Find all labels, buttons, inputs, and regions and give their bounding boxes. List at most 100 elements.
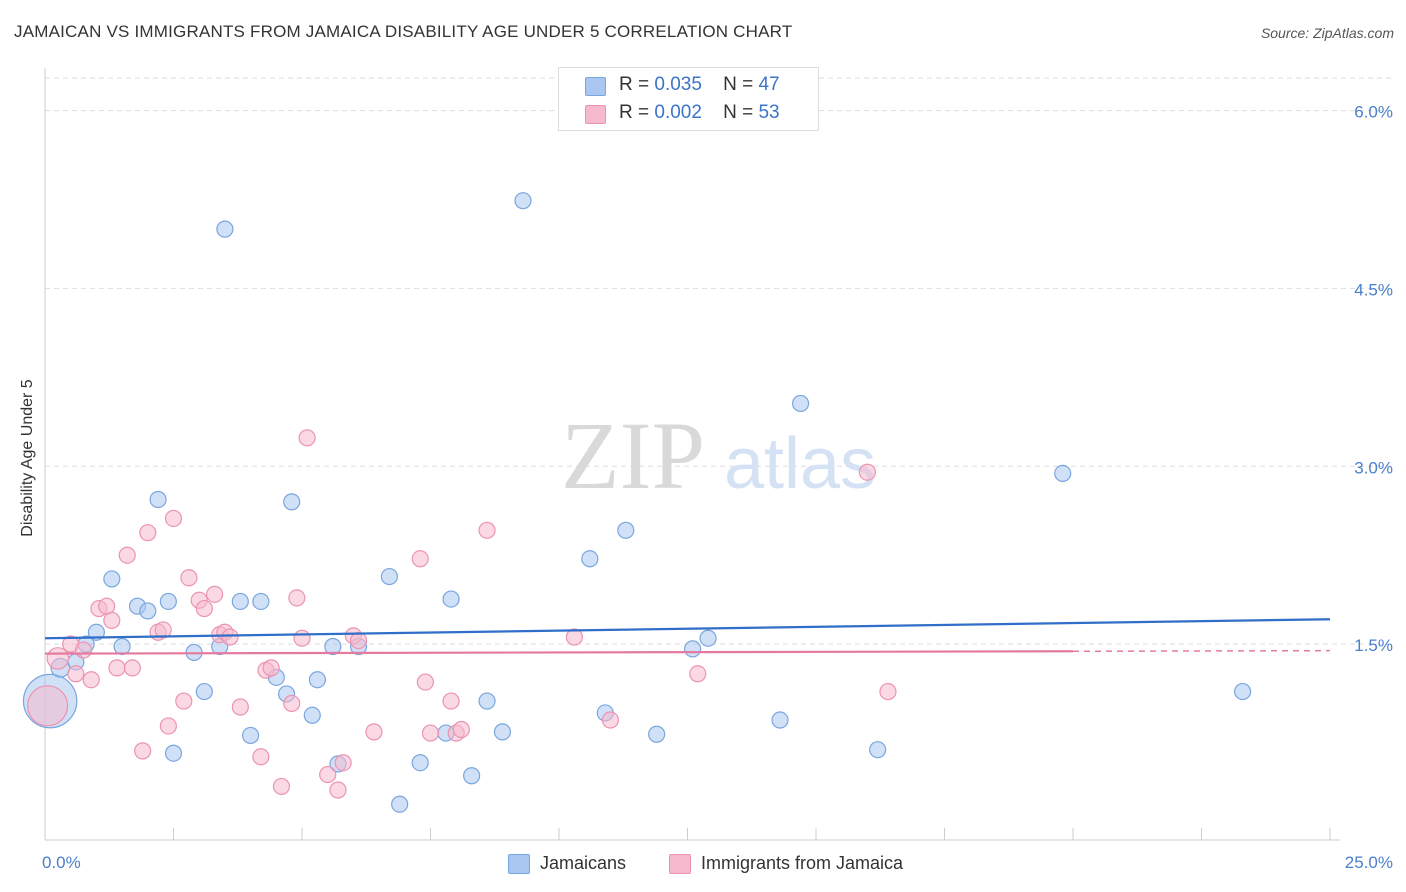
immigrants-point	[195, 599, 213, 618]
immigrants-point	[74, 641, 93, 659]
immigrants-point	[288, 589, 306, 607]
immigrants-point	[180, 569, 198, 587]
immigrants-point	[411, 550, 429, 568]
jamaicans-point	[159, 592, 177, 611]
immigrants-point	[154, 621, 172, 639]
immigrants-point	[565, 628, 584, 646]
immigrants-point	[134, 742, 152, 760]
immigrants-point	[416, 673, 434, 691]
jamaicans-point	[514, 192, 532, 210]
watermark-zip: ZIP	[561, 402, 705, 509]
source-label: Source: ZipAtlas.com	[1260, 25, 1394, 41]
jamaicans-point	[463, 767, 481, 785]
jamaicans-point	[231, 592, 249, 611]
legend-swatch-pink	[669, 854, 691, 874]
jamaicans-point	[103, 570, 121, 588]
jamaicans-point	[308, 671, 327, 689]
immigrants-point	[349, 631, 368, 650]
immigrants-point	[329, 781, 347, 799]
jamaicans-point	[699, 629, 717, 647]
immigrants-point	[98, 597, 116, 615]
immigrants-point	[108, 659, 126, 677]
jamaicans-point	[149, 490, 167, 509]
immigrants-point	[221, 628, 239, 646]
stats-legend: R = 0.035 N = 47 R = 0.002 N = 53	[558, 67, 819, 131]
jamaicans-point	[324, 637, 342, 656]
jamaicans-point	[617, 521, 635, 539]
r-value-jamaicans: 0.035	[654, 74, 702, 95]
r-value-immigrants: 0.002	[654, 102, 702, 123]
n-label: N =	[723, 74, 754, 95]
immigrants-point	[26, 685, 69, 727]
jamaicans-point	[164, 744, 183, 762]
series-name-jamaicans: Jamaicans	[540, 853, 627, 873]
jamaicans-point	[1234, 682, 1252, 701]
immigrants-trend-extension	[1072, 649, 1331, 653]
y-tick-label: 1.5%	[1354, 636, 1393, 655]
immigrants-point	[231, 698, 249, 716]
jamaicans-point	[391, 795, 409, 813]
jamaicans-point	[493, 723, 512, 741]
immigrants-point	[175, 692, 193, 710]
immigrants-point	[103, 611, 121, 630]
immigrants-point	[689, 665, 707, 683]
watermark: ZIP atlas	[561, 402, 876, 509]
watermark-atlas: atlas	[724, 424, 876, 504]
legend-swatch-pink	[585, 105, 606, 124]
immigrants-trend-line	[44, 650, 1074, 655]
immigrants-point	[206, 585, 224, 603]
x-tick-label-min: 0.0%	[42, 853, 81, 872]
jamaicans-point	[216, 220, 234, 238]
immigrants-point	[283, 694, 301, 713]
jamaicans-point	[195, 682, 213, 701]
x-tick-label-max: 25.0%	[1344, 853, 1393, 872]
immigrants-point	[879, 682, 897, 701]
immigrants-point	[67, 665, 85, 683]
legend-swatch-blue	[585, 77, 606, 96]
y-tick-labels: 1.5% 3.0% 4.5% 6.0%	[1354, 103, 1393, 656]
jamaicans-point	[442, 590, 460, 608]
jamaicans-point	[648, 725, 666, 743]
r-label: R =	[619, 102, 650, 123]
series-name-immigrants: Immigrants from Jamaica	[701, 853, 904, 873]
jamaicans-point	[1054, 464, 1072, 482]
immigrants-point	[478, 521, 496, 539]
y-axis-label: Disability Age Under 5	[19, 379, 36, 537]
legend-swatch-blue	[508, 854, 530, 874]
jamaicans-point	[380, 567, 398, 586]
jamaicans-point	[283, 493, 301, 511]
immigrants-point	[442, 692, 460, 710]
immigrants-point	[262, 659, 280, 677]
jamaicans-point	[771, 711, 789, 729]
chart-title: JAMAICAN VS IMMIGRANTS FROM JAMAICA DISA…	[14, 22, 793, 41]
n-value-immigrants: 53	[758, 102, 780, 123]
y-tick-label: 3.0%	[1354, 458, 1393, 477]
immigrants-point	[298, 429, 316, 447]
immigrants-point	[82, 671, 100, 689]
immigrants-point	[123, 659, 141, 677]
immigrants-point	[118, 546, 136, 564]
y-tick-label: 4.5%	[1354, 280, 1393, 299]
immigrants-point	[272, 777, 291, 796]
r-label: R =	[619, 74, 650, 95]
jamaicans-point	[411, 754, 429, 772]
immigrants-point	[46, 647, 70, 670]
immigrants-point	[319, 765, 337, 784]
jamaicans-point	[478, 692, 496, 710]
immigrants-point	[252, 748, 270, 766]
immigrants-point	[334, 754, 352, 772]
jamaicans-point	[303, 706, 321, 724]
immigrants-point	[601, 711, 620, 729]
trend-layer	[44, 618, 1331, 655]
immigrants-point	[421, 724, 440, 742]
jamaicans-point	[791, 394, 810, 413]
jamaicans-point	[869, 741, 887, 759]
immigrants-point	[159, 717, 177, 735]
immigrants-point	[293, 629, 311, 647]
jamaicans-trend-line	[44, 618, 1331, 640]
immigrants-point	[139, 524, 157, 542]
immigrants-point	[858, 463, 877, 481]
grid-layer	[45, 77, 1395, 645]
immigrants-point	[365, 723, 383, 741]
